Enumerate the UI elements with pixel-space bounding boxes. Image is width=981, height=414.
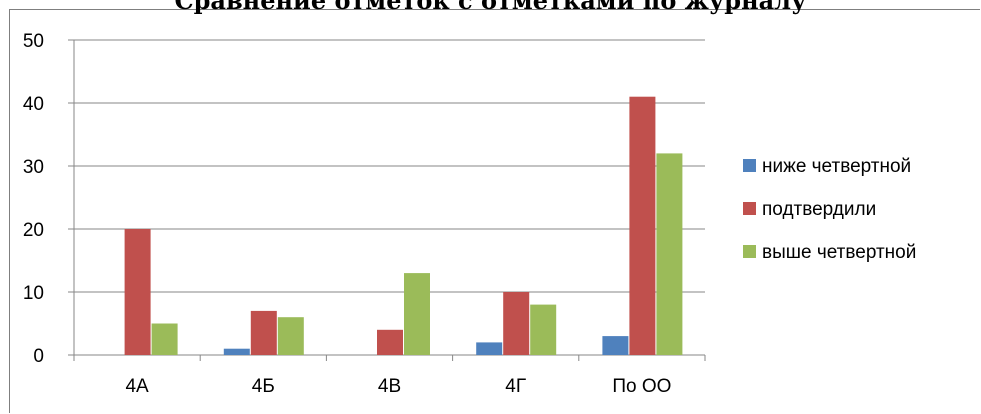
bar: [250, 310, 277, 355]
y-tick-label: 20: [23, 220, 44, 241]
bar: [629, 96, 656, 355]
y-tick-label: 40: [23, 94, 44, 115]
chart-frame: [9, 9, 980, 413]
legend-label: выше четвертной: [762, 242, 916, 263]
legend-label: подтвердили: [762, 199, 876, 220]
x-tick-label: 4А: [125, 376, 149, 397]
bar: [476, 342, 503, 355]
bar: [602, 336, 629, 355]
x-tick-label: 4В: [378, 376, 401, 397]
bar: [151, 323, 178, 355]
y-tick-label: 0: [33, 346, 44, 367]
bar: [404, 273, 430, 355]
legend-swatch: [743, 202, 756, 215]
x-tick-label: По ОО: [612, 376, 671, 397]
x-tick-label: 4Б: [252, 376, 275, 397]
bar: [277, 317, 304, 355]
bar: [377, 329, 403, 355]
bar: [503, 292, 530, 355]
bar: [530, 304, 557, 355]
legend-swatch: [743, 245, 756, 258]
chart-title: Сравнение отметок с отметками по журналу: [174, 0, 807, 15]
bar: [223, 348, 250, 355]
y-tick-label: 10: [23, 283, 44, 304]
legend-label: ниже четвертной: [762, 156, 911, 177]
y-tick-label: 50: [23, 31, 44, 52]
bar: [124, 229, 151, 355]
y-tick-label: 30: [23, 157, 44, 178]
bar: [656, 153, 683, 355]
x-tick-label: 4Г: [505, 376, 526, 397]
legend-swatch: [743, 159, 756, 172]
